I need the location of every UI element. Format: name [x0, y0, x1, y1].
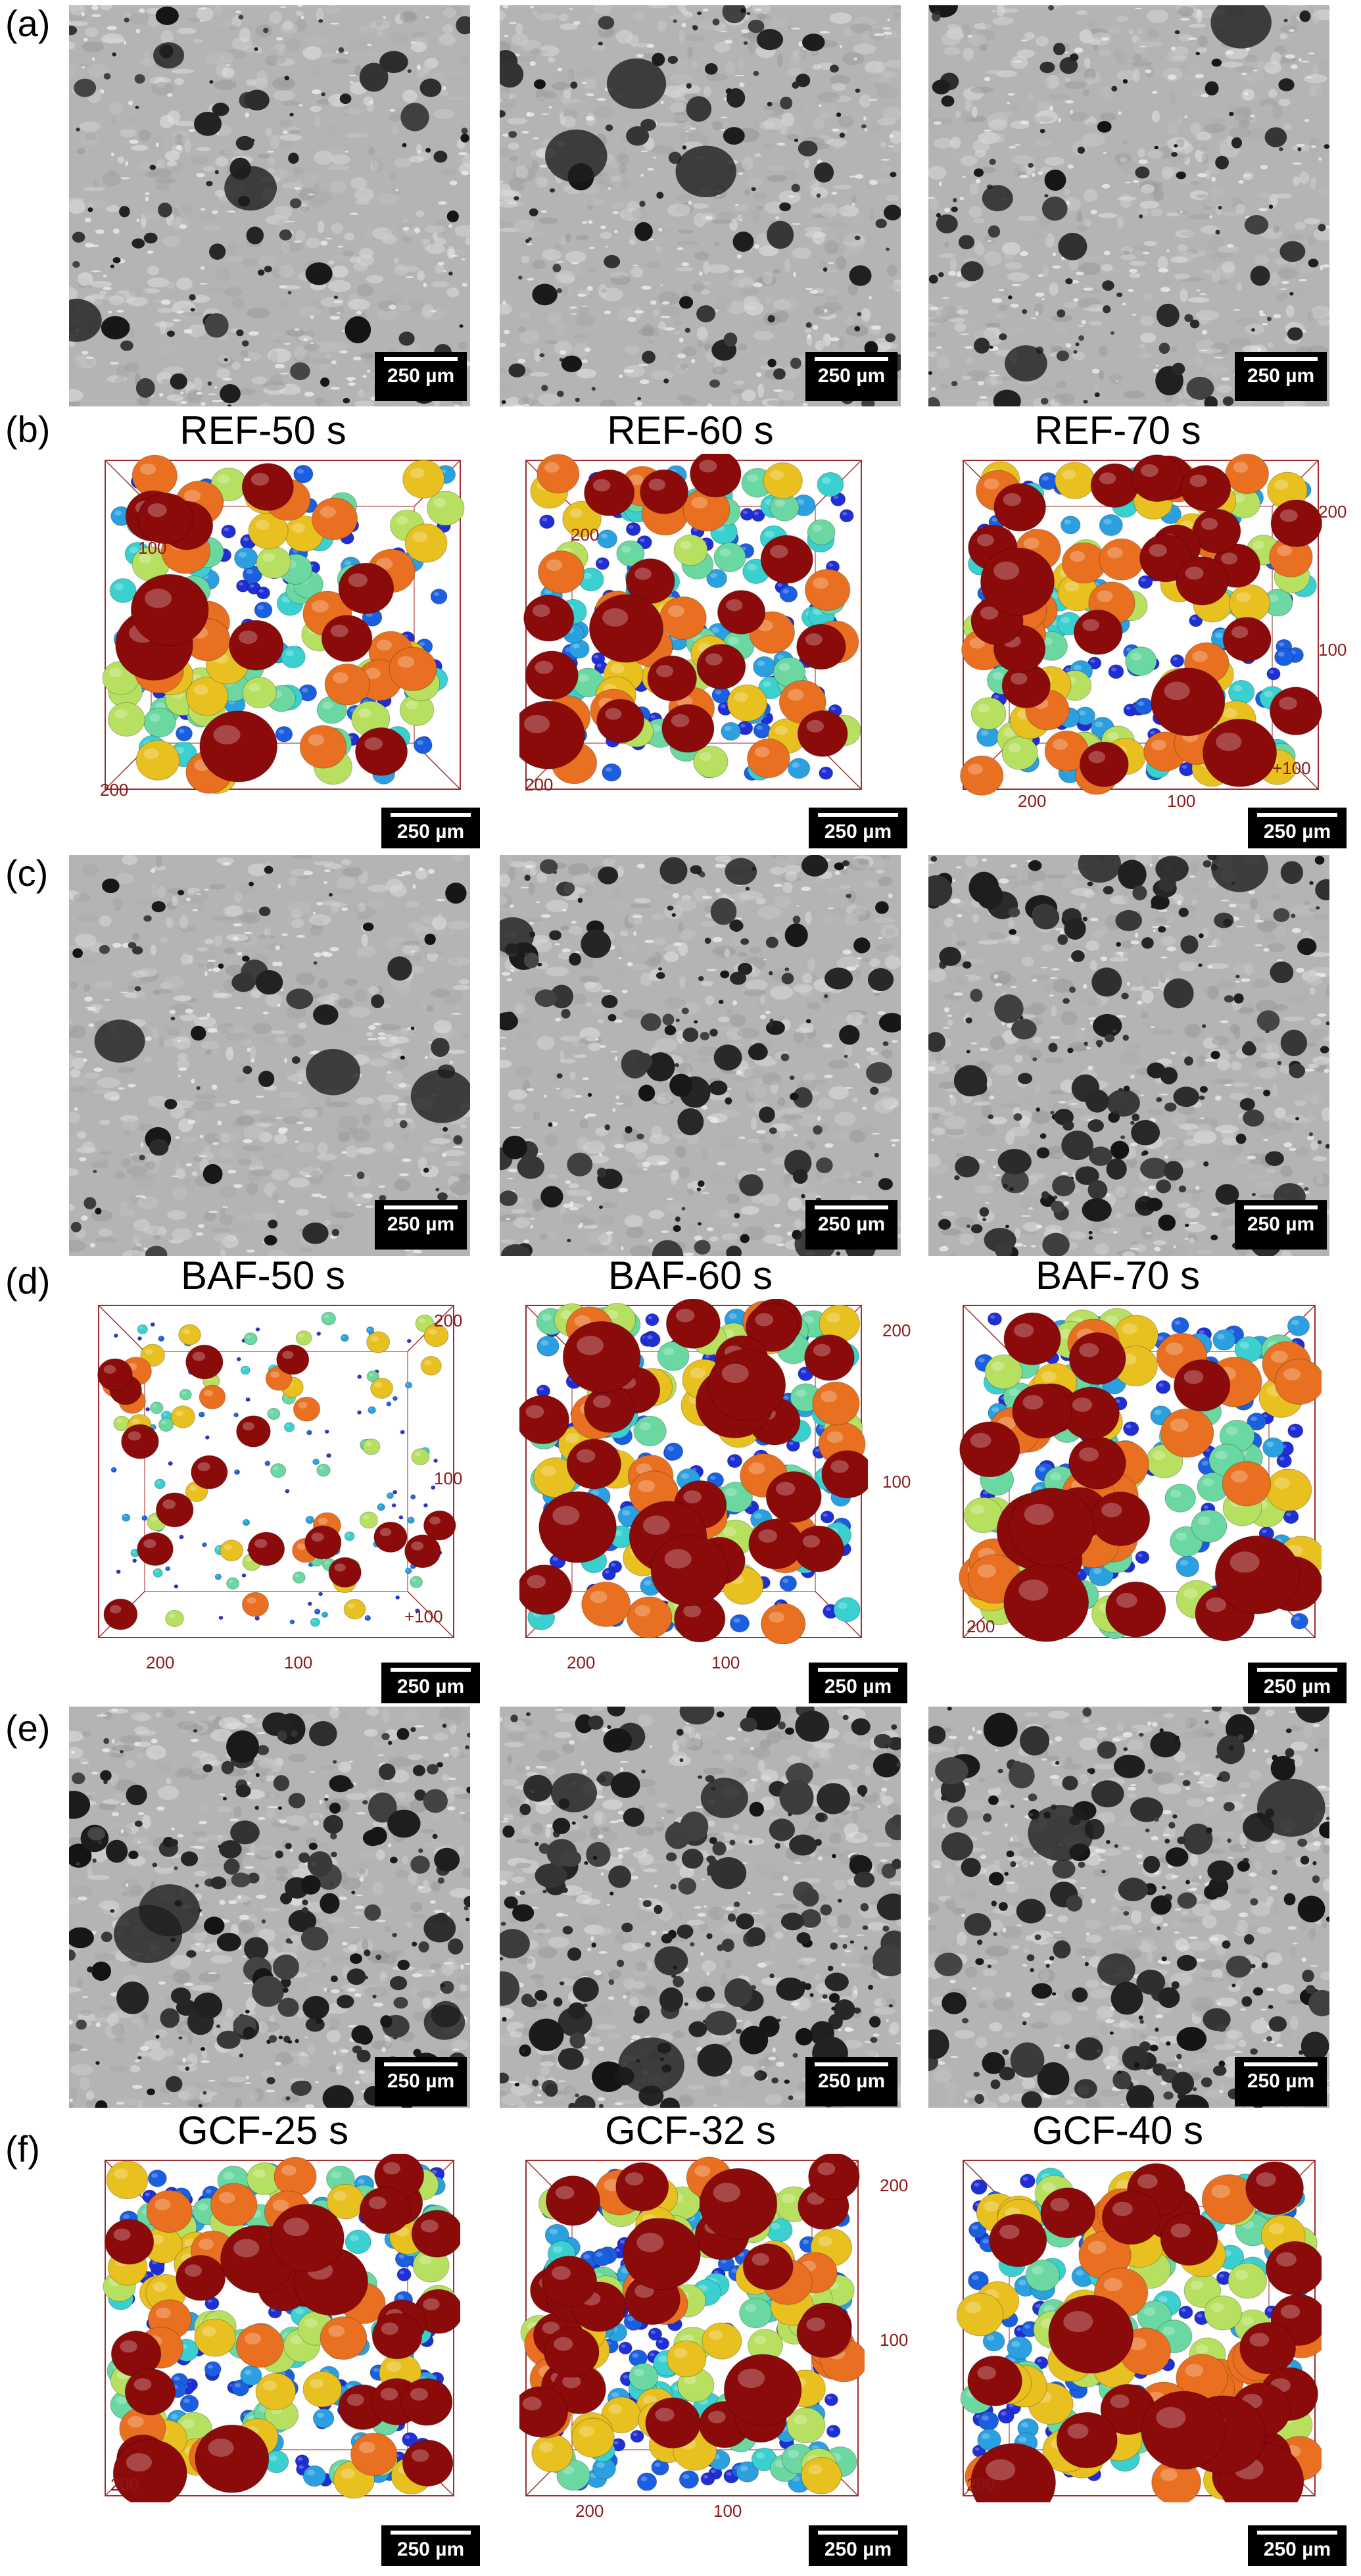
- scale-bar: 250 µm: [805, 2057, 897, 2106]
- pore-volume-baf-70: [957, 1299, 1322, 1644]
- axis-label: 100: [1318, 640, 1347, 660]
- axis-label: 200: [525, 775, 554, 794]
- axis-label: 100: [882, 1472, 911, 1492]
- axis-label: 200: [146, 1653, 175, 1672]
- ct-slice-a3: [928, 5, 1329, 406]
- scale-bar: 250 µm: [375, 1200, 467, 1250]
- pore-volume-gcf-32: [519, 2154, 865, 2502]
- ct-slice-c1: [69, 855, 470, 1256]
- pore-volume-ref-50: [99, 454, 467, 796]
- pore-volume-ref-70: [957, 454, 1325, 796]
- scale-bar: 250 µm: [375, 2057, 467, 2106]
- ct-slice-e1: [69, 1707, 470, 2108]
- panel-title-gcf-32: GCF-32 s: [604, 2108, 776, 2152]
- panel-title-gcf-25: GCF-25 s: [177, 2108, 349, 2152]
- panel-title-ref-70: REF-70 s: [1034, 408, 1201, 452]
- scale-bar: 250 µm: [809, 2525, 907, 2566]
- scale-bar: 250 µm: [809, 808, 907, 848]
- scale-bar: 250 µm: [805, 352, 897, 401]
- axis-label: 200: [567, 1653, 596, 1672]
- ct-slice-a2: [500, 5, 901, 406]
- axis-label: 200: [110, 2475, 139, 2494]
- scale-bar: 250 µm: [381, 2525, 480, 2566]
- ct-slice-e3: [928, 1707, 1329, 2108]
- scale-bar: 250 µm: [1235, 1200, 1327, 1250]
- axis-label: 200: [434, 1311, 463, 1330]
- scale-bar: 250 µm: [381, 808, 480, 848]
- panel-title-baf-60: BAF-60 s: [608, 1253, 773, 1298]
- axis-label: 200: [1318, 502, 1347, 522]
- scale-bar: 250 µm: [809, 1663, 907, 1703]
- row-label-e: (e): [5, 1707, 51, 1749]
- axis-label: 100: [284, 1653, 313, 1672]
- panel-title-baf-70: BAF-70 s: [1035, 1253, 1201, 1298]
- axis-label: 200: [880, 2175, 909, 2195]
- pore-volume-gcf-40: [957, 2154, 1322, 2502]
- axis-label: 100: [880, 2330, 909, 2350]
- row-label-c: (c): [5, 852, 49, 894]
- pore-volume-gcf-25: [99, 2154, 460, 2502]
- axis-label: 100: [434, 1469, 463, 1488]
- axis-label: 100: [138, 538, 167, 558]
- axis-label: +100: [404, 1607, 443, 1626]
- panel-title-ref-60: REF-60 s: [607, 408, 774, 452]
- pore-volume-baf-60: [519, 1299, 868, 1644]
- axis-label: 200: [571, 525, 600, 545]
- axis-label: 100: [711, 1653, 740, 1672]
- scale-bar: 250 µm: [1248, 1663, 1347, 1703]
- axis-label: 200: [967, 2475, 995, 2494]
- scale-bar: 250 µm: [381, 1663, 480, 1703]
- axis-label: +100: [1272, 758, 1311, 778]
- axis-label: 200: [575, 2501, 604, 2521]
- ct-slice-a1: [69, 5, 470, 406]
- scale-bar: 250 µm: [1235, 2057, 1327, 2106]
- panel-title-ref-50: REF-50 s: [179, 408, 346, 452]
- axis-label: 200: [967, 1616, 995, 1636]
- ct-slice-e2: [500, 1707, 901, 2108]
- scale-bar: 250 µm: [1235, 352, 1327, 401]
- ct-slice-c2: [500, 855, 901, 1256]
- axis-label: 100: [1167, 791, 1196, 811]
- scale-bar: 250 µm: [375, 352, 467, 401]
- ct-slice-c3: [928, 855, 1329, 1256]
- row-label-f: (f): [5, 2128, 40, 2170]
- axis-label: 200: [882, 1321, 911, 1340]
- scale-bar: 250 µm: [1248, 808, 1347, 848]
- pore-volume-baf-50: [92, 1299, 460, 1644]
- scale-bar: 250 µm: [805, 1200, 897, 1250]
- axis-label: 200: [1018, 791, 1047, 811]
- axis-label: 100: [713, 2501, 742, 2521]
- row-label-d: (d): [5, 1260, 51, 1301]
- panel-title-baf-50: BAF-50 s: [180, 1253, 346, 1298]
- row-label-a: (a): [5, 3, 51, 44]
- pore-volume-ref-60: [519, 454, 868, 796]
- panel-title-gcf-40: GCF-40 s: [1032, 2108, 1204, 2152]
- scale-bar: 250 µm: [1248, 2525, 1347, 2566]
- axis-label: 200: [100, 780, 129, 800]
- row-label-b: (b): [5, 408, 51, 450]
